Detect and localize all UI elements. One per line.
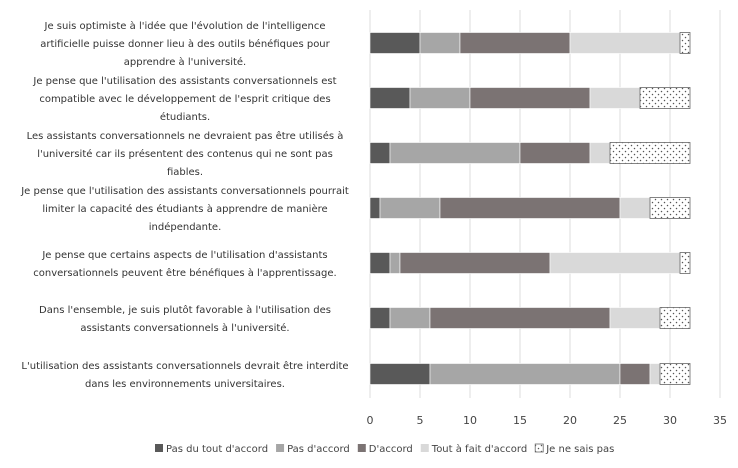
legend-entry: D'accord — [369, 444, 413, 455]
category-label: Dans l'ensemble, je suis plutôt favorabl… — [39, 304, 331, 334]
x-tick-label: 35 — [713, 414, 727, 427]
bar-segment — [679, 252, 691, 274]
category-label-line: apprendre à l'université. — [124, 56, 247, 68]
bar-segment — [619, 363, 651, 385]
bar-segment — [419, 32, 461, 54]
bar-segment — [589, 142, 611, 164]
category-label: Je pense que certains aspects de l'utili… — [33, 250, 336, 279]
category-label-line: L'utilisation des assistants conversatio… — [21, 360, 348, 372]
category-label-line: fiables. — [167, 167, 203, 178]
x-tick-label: 10 — [463, 414, 477, 427]
bar-segment — [649, 363, 661, 385]
bar-segment — [369, 32, 421, 54]
bar-segment — [679, 32, 691, 54]
category-label-line: Dans l'ensemble, je suis plutôt favorabl… — [39, 304, 331, 316]
legend-swatch — [276, 444, 285, 452]
category-label-line: Je pense que certains aspects de l'utili… — [41, 250, 327, 261]
category-label-line: conversationnels peuvent être bénéfiques… — [33, 267, 336, 279]
bar-segment — [429, 307, 611, 329]
category-label-line: compatible avec le développement de l'es… — [39, 93, 330, 105]
bar-segment — [369, 197, 381, 219]
category-label: Je suis optimiste à l'idée que l'évoluti… — [40, 20, 330, 68]
category-label-line: Je pense que l'utilisation des assistant… — [20, 186, 349, 197]
bar-segment — [519, 142, 591, 164]
legend-entry: Je ne sais pas — [545, 444, 614, 455]
category-label-line: dans les environnements universitaires. — [85, 379, 285, 390]
category-label-line: assistants conversationnels à l'universi… — [80, 322, 289, 334]
bar-segment — [549, 252, 681, 274]
x-tick-label: 20 — [563, 414, 577, 427]
bars — [369, 32, 691, 385]
legend-swatch — [155, 444, 163, 452]
legend: Pas du tout d'accord Pas d'accord D'accord… — [155, 443, 614, 455]
category-label-line: Je pense que l'utilisation des assistant… — [32, 76, 336, 87]
x-tick-label: 5 — [417, 414, 424, 427]
bar-segment — [409, 87, 471, 109]
bar-segment — [649, 197, 691, 219]
bar-segment — [439, 197, 621, 219]
category-label-line: étudiants. — [160, 111, 210, 123]
bar-segment — [469, 87, 591, 109]
bar-segment — [589, 87, 641, 109]
legend-swatch — [534, 443, 544, 453]
bar-segment — [399, 252, 551, 274]
bar-segment — [609, 142, 691, 164]
x-axis-tick-labels: 0 5 10 15 20 25 30 35 — [367, 414, 728, 427]
x-tick-label: 0 — [367, 414, 374, 427]
bar-segment — [659, 307, 691, 329]
bar-segment — [609, 307, 661, 329]
category-label-line: limiter la capacité des étudiants à appr… — [42, 203, 327, 215]
legend-entry: Pas d'accord — [287, 444, 350, 455]
x-tick-label: 15 — [513, 414, 527, 427]
category-label-line: l'université car ils présentent des cont… — [37, 148, 333, 160]
bar-segment — [569, 32, 681, 54]
category-label: Les assistants conversationnels ne devra… — [27, 130, 344, 178]
category-label-line: artificielle puisse donner lieu à des ou… — [40, 38, 330, 50]
category-label: Je pense que l'utilisation des assistant… — [20, 186, 349, 233]
category-label-line: Les assistants conversationnels ne devra… — [27, 130, 344, 142]
legend-swatch — [357, 444, 366, 452]
bar-segment — [459, 32, 571, 54]
bar-segment — [369, 252, 391, 274]
bar-segment — [659, 363, 691, 385]
legend-entry: Pas du tout d'accord — [166, 444, 268, 455]
bar-segment — [429, 363, 621, 385]
bar-segment — [369, 87, 411, 109]
bar-segment — [389, 142, 521, 164]
legend-entry: Tout à fait d'accord — [431, 443, 527, 455]
x-tick-label: 30 — [663, 414, 677, 427]
bar-segment — [639, 87, 691, 109]
category-label-line: Je suis optimiste à l'idée que l'évoluti… — [44, 20, 326, 32]
category-label-line: indépendante. — [149, 221, 222, 233]
bar-segment — [389, 307, 431, 329]
legend-swatch — [420, 444, 429, 452]
category-labels: Je suis optimiste à l'idée que l'évoluti… — [20, 20, 349, 390]
x-tick-label: 25 — [613, 414, 627, 427]
bar-segment — [369, 307, 391, 329]
bar-segment — [619, 197, 651, 219]
bar-segment — [369, 142, 391, 164]
category-label: Je pense que l'utilisation des assistant… — [32, 76, 336, 123]
bar-segment — [379, 197, 441, 219]
category-label: L'utilisation des assistants conversatio… — [21, 360, 348, 390]
bar-segment — [369, 363, 431, 385]
bar-segment — [389, 252, 401, 274]
